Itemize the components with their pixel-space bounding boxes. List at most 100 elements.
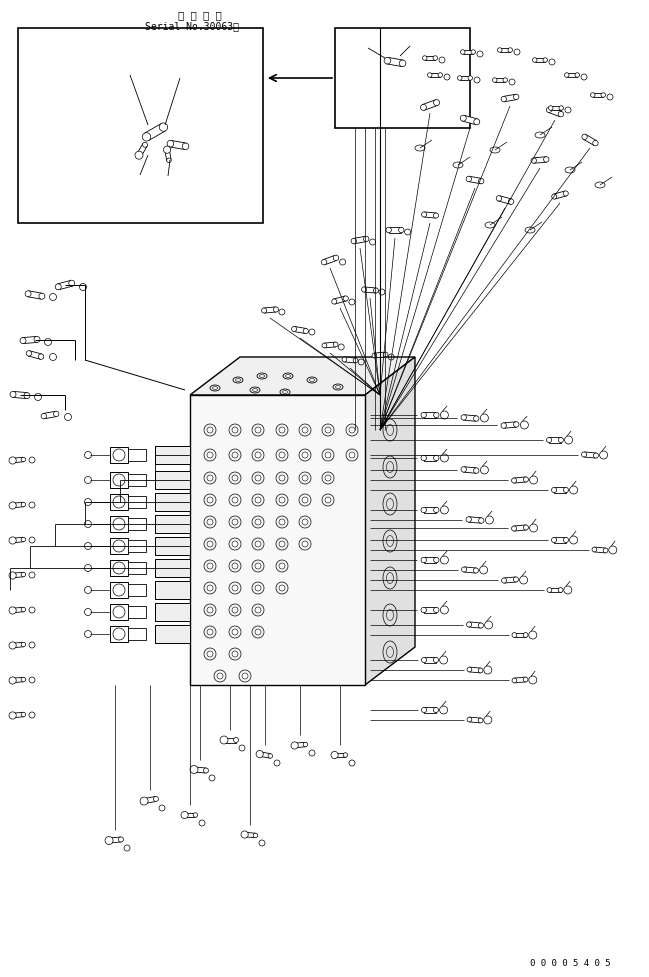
Circle shape — [421, 658, 426, 662]
Polygon shape — [324, 342, 336, 348]
Circle shape — [291, 326, 297, 331]
Circle shape — [234, 738, 238, 743]
Polygon shape — [424, 212, 436, 218]
Polygon shape — [469, 517, 482, 524]
Bar — [18, 28, 263, 223]
Circle shape — [421, 455, 426, 461]
Polygon shape — [295, 743, 306, 747]
Circle shape — [220, 736, 228, 744]
Circle shape — [204, 768, 208, 773]
Circle shape — [547, 587, 552, 592]
Bar — [155, 603, 190, 621]
Polygon shape — [43, 411, 56, 419]
Bar — [128, 518, 146, 530]
Circle shape — [69, 280, 75, 286]
Bar — [155, 493, 190, 511]
Circle shape — [552, 537, 557, 542]
Circle shape — [262, 308, 267, 313]
Circle shape — [9, 572, 16, 579]
Circle shape — [333, 342, 338, 347]
Circle shape — [601, 93, 606, 98]
Polygon shape — [533, 156, 546, 163]
Circle shape — [351, 238, 356, 244]
Circle shape — [546, 107, 552, 112]
Circle shape — [164, 147, 171, 153]
Circle shape — [142, 133, 151, 141]
Circle shape — [531, 158, 537, 163]
Circle shape — [461, 567, 467, 572]
Circle shape — [331, 751, 338, 758]
Polygon shape — [424, 557, 436, 563]
Polygon shape — [137, 144, 147, 156]
Circle shape — [9, 457, 16, 464]
Polygon shape — [23, 336, 37, 344]
Circle shape — [241, 830, 248, 838]
Polygon shape — [424, 608, 436, 613]
Circle shape — [461, 50, 465, 55]
Circle shape — [373, 288, 378, 293]
Circle shape — [544, 156, 549, 162]
Circle shape — [361, 287, 367, 292]
Circle shape — [291, 742, 299, 749]
Circle shape — [434, 707, 439, 712]
Polygon shape — [514, 677, 526, 683]
Polygon shape — [28, 291, 42, 299]
Circle shape — [434, 658, 439, 662]
Circle shape — [24, 393, 30, 399]
Circle shape — [167, 141, 174, 147]
Polygon shape — [424, 658, 436, 662]
Circle shape — [34, 336, 40, 342]
Polygon shape — [424, 412, 436, 418]
Circle shape — [159, 123, 167, 131]
Circle shape — [332, 299, 337, 304]
Polygon shape — [424, 507, 436, 513]
Polygon shape — [294, 326, 306, 333]
Bar — [155, 537, 190, 555]
Polygon shape — [12, 502, 23, 508]
Circle shape — [582, 134, 587, 140]
Circle shape — [25, 291, 31, 297]
Bar — [128, 584, 146, 596]
Circle shape — [9, 677, 16, 684]
Circle shape — [386, 228, 391, 233]
Circle shape — [474, 468, 479, 473]
Polygon shape — [463, 50, 473, 55]
Polygon shape — [469, 176, 482, 184]
Circle shape — [26, 351, 32, 356]
Circle shape — [458, 76, 462, 80]
Polygon shape — [514, 477, 526, 483]
Polygon shape — [554, 537, 566, 542]
Polygon shape — [593, 93, 604, 98]
Circle shape — [563, 488, 569, 492]
Circle shape — [303, 743, 308, 746]
Circle shape — [543, 58, 548, 63]
Bar — [128, 474, 146, 486]
Circle shape — [478, 623, 484, 628]
Polygon shape — [495, 78, 506, 82]
Polygon shape — [12, 642, 23, 648]
Circle shape — [384, 58, 391, 64]
Polygon shape — [224, 738, 236, 743]
Circle shape — [512, 632, 517, 637]
Circle shape — [434, 507, 439, 513]
Circle shape — [190, 765, 198, 774]
Bar — [155, 471, 190, 489]
Circle shape — [498, 48, 502, 52]
Polygon shape — [469, 717, 481, 723]
Circle shape — [21, 712, 25, 717]
Circle shape — [593, 453, 598, 458]
Circle shape — [467, 667, 472, 672]
Bar — [128, 449, 146, 461]
Circle shape — [508, 199, 514, 204]
Circle shape — [372, 353, 377, 358]
Bar — [128, 606, 146, 618]
Circle shape — [21, 677, 25, 682]
Polygon shape — [463, 415, 476, 421]
Polygon shape — [459, 76, 471, 80]
Circle shape — [38, 354, 43, 360]
Circle shape — [421, 707, 426, 712]
Polygon shape — [165, 149, 171, 160]
Circle shape — [466, 517, 471, 522]
Circle shape — [523, 477, 528, 482]
Circle shape — [523, 525, 528, 531]
